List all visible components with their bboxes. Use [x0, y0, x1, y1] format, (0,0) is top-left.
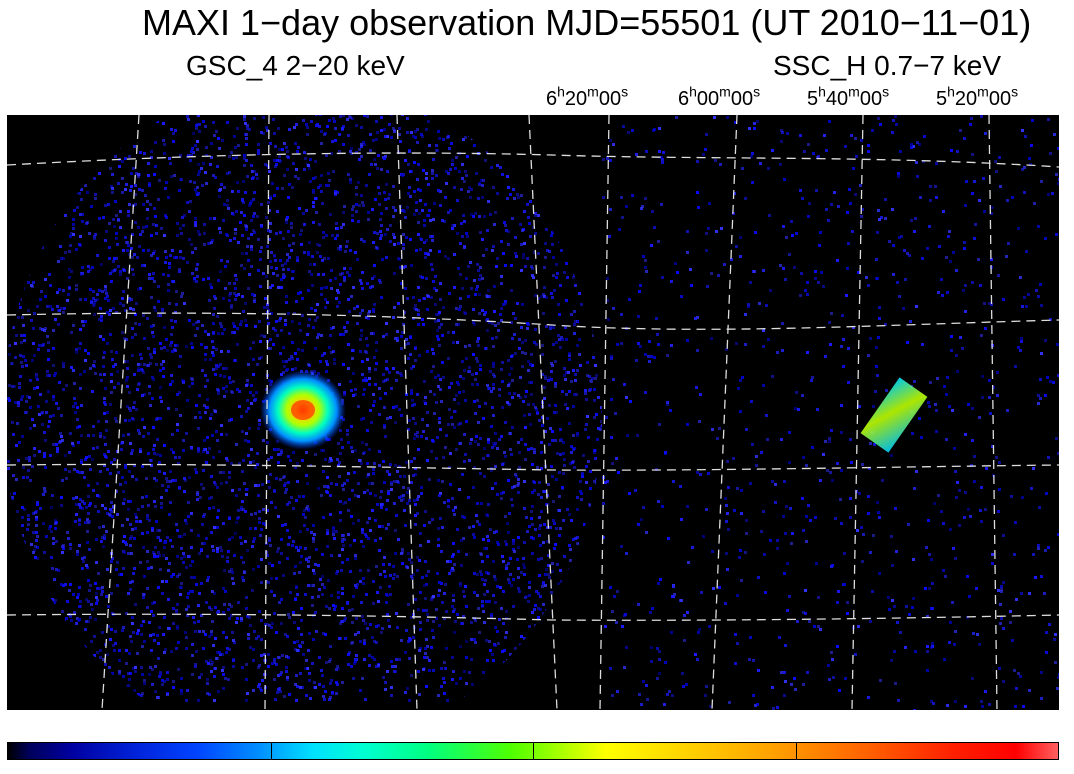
ra-tick-label: 5h40m00s: [807, 83, 890, 110]
ssc-photon-field: [602, 115, 1059, 710]
ra-tick-label: 6h20m00s: [546, 83, 629, 110]
gsc-source-core: [291, 400, 315, 420]
color-scale-bar: [7, 742, 1059, 760]
gsc-panel-label: GSC_4 2−20 keV: [186, 50, 405, 81]
ssc-panel-label: SSC_H 0.7−7 keV: [773, 50, 1002, 81]
ra-tick-label: 5h20m00s: [936, 83, 1019, 110]
coordinate-grid: [7, 115, 1059, 710]
ssc-bright-source: [860, 377, 928, 453]
sky-map-svg: [7, 115, 1059, 710]
plot-title: MAXI 1−day observation MJD=55501 (UT 201…: [142, 2, 1032, 43]
color-scale-tick: [270, 743, 272, 759]
sky-image: [7, 115, 1059, 710]
color-scale-tick: [533, 743, 534, 759]
color-scale-tick: [795, 743, 797, 759]
ra-tick-label: 6h00m00s: [678, 83, 761, 110]
